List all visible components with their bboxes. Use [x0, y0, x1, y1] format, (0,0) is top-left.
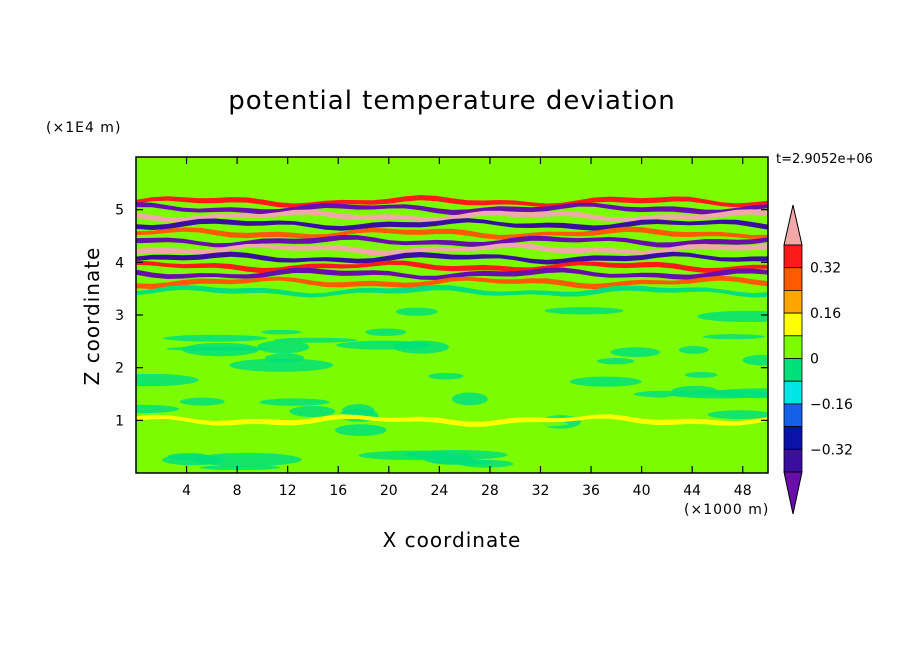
- texture-patch: [336, 340, 431, 350]
- texture-patch: [182, 342, 260, 357]
- colorbar-box: [783, 244, 803, 269]
- chart-title: potential temperature deviation: [228, 86, 676, 116]
- texture-patch: [544, 307, 624, 315]
- x-tick-label: 4: [182, 483, 191, 499]
- texture-patch: [702, 334, 765, 340]
- colorbar-label: 0.16: [810, 306, 841, 322]
- texture-patch: [339, 352, 430, 360]
- x-tick-label: 48: [734, 483, 752, 499]
- texture-patch: [669, 390, 768, 399]
- anomaly-band: [136, 284, 768, 298]
- x-axis-unit: (×1000 m): [684, 502, 770, 518]
- texture-patch: [179, 397, 225, 406]
- texture-patch: [610, 347, 661, 358]
- colorbar-box: [783, 289, 803, 314]
- time-label: t=2.9052e+06: [776, 152, 873, 167]
- y-tick-label: 1: [115, 413, 124, 429]
- texture-patch: [136, 373, 199, 387]
- y-tick-label: 4: [115, 255, 124, 271]
- anomaly-band: [136, 218, 768, 231]
- colorbar: 0.32 0.16 0 −0.16 −0.32: [783, 204, 853, 515]
- colorbar-extend-low: [783, 471, 803, 515]
- texture-patch: [428, 372, 464, 380]
- colorbar-label: −0.16: [810, 397, 853, 413]
- texture-patch: [289, 405, 336, 417]
- texture-patch: [162, 334, 268, 342]
- texture-patch: [580, 440, 631, 452]
- x-tick-label: 8: [233, 483, 242, 499]
- texture-patch: [657, 373, 768, 384]
- texture-patch: [358, 450, 470, 461]
- anomaly-band: [136, 235, 768, 248]
- colorbar-box: [783, 403, 803, 427]
- texture-patch: [259, 398, 330, 406]
- x-tick-label: 40: [633, 483, 651, 499]
- colorbar-box: [783, 335, 803, 359]
- texture-patch: [431, 459, 491, 465]
- anomaly-band: [136, 267, 768, 280]
- texture-patch: [161, 438, 221, 452]
- anomaly-band: [136, 195, 768, 209]
- colorbar-box: [783, 312, 803, 337]
- colorbar-box: [783, 267, 803, 291]
- texture-patch: [569, 376, 642, 387]
- y-axis-unit: (×1E4 m): [46, 120, 122, 136]
- y-ticks: 1 2 3 4 5: [115, 203, 768, 429]
- texture-patch: [136, 404, 179, 414]
- texture-patch: [173, 387, 236, 392]
- texture-patch: [365, 328, 407, 336]
- texture-patch: [684, 372, 718, 378]
- x-tick-label: 28: [481, 483, 499, 499]
- texture-patch: [596, 357, 635, 365]
- x-tick-label: 20: [380, 483, 398, 499]
- anomaly-band: [136, 251, 768, 265]
- y-tick-label: 3: [115, 308, 124, 324]
- texture-patch: [486, 391, 545, 401]
- texture-patch: [229, 358, 334, 372]
- texture-patch: [256, 340, 310, 354]
- texture-patch: [235, 379, 290, 384]
- anomaly-band: [136, 242, 768, 256]
- anomaly-band: [136, 209, 768, 223]
- texture-patch: [395, 307, 438, 316]
- texture-patch: [193, 452, 302, 467]
- colorbar-box: [783, 358, 803, 382]
- texture-patch: [408, 315, 494, 325]
- x-tick-label: 44: [683, 483, 701, 499]
- anomaly-band: [136, 275, 768, 290]
- x-axis-label: X coordinate: [382, 528, 522, 552]
- x-tick-label: 32: [532, 483, 550, 499]
- y-tick-label: 2: [115, 361, 124, 377]
- texture-patch: [678, 346, 709, 354]
- colorbar-extend-high: [783, 204, 803, 246]
- colorbar-box: [783, 448, 803, 473]
- texture-patch: [199, 465, 281, 471]
- field-background: [136, 157, 768, 473]
- x-tick-label: 36: [582, 483, 600, 499]
- colorbar-label: −0.32: [810, 442, 853, 458]
- x-ticks: 4 8 12 16 20 24 28 32 36 40 44 48: [182, 157, 752, 499]
- colorbar-box: [783, 426, 803, 450]
- texture-patch: [511, 421, 569, 427]
- texture-patch: [707, 410, 768, 420]
- texture-patch: [451, 392, 488, 406]
- texture-patch: [697, 310, 768, 323]
- colorbar-box: [783, 380, 803, 405]
- y-tick-label: 5: [115, 203, 124, 219]
- x-tick-label: 24: [430, 483, 448, 499]
- texture-patch: [261, 329, 302, 335]
- x-tick-label: 16: [329, 483, 347, 499]
- anomaly-band: [136, 414, 768, 427]
- texture-patch: [742, 354, 768, 366]
- colorbar-label: 0: [810, 352, 819, 368]
- texture-patch: [167, 453, 210, 461]
- texture-patch: [469, 371, 506, 380]
- texture-patch: [335, 424, 387, 436]
- contour-field: [136, 157, 768, 473]
- anomaly-band: [136, 226, 768, 240]
- x-tick-label: 12: [279, 483, 297, 499]
- colorbar-label: 0.32: [810, 261, 841, 277]
